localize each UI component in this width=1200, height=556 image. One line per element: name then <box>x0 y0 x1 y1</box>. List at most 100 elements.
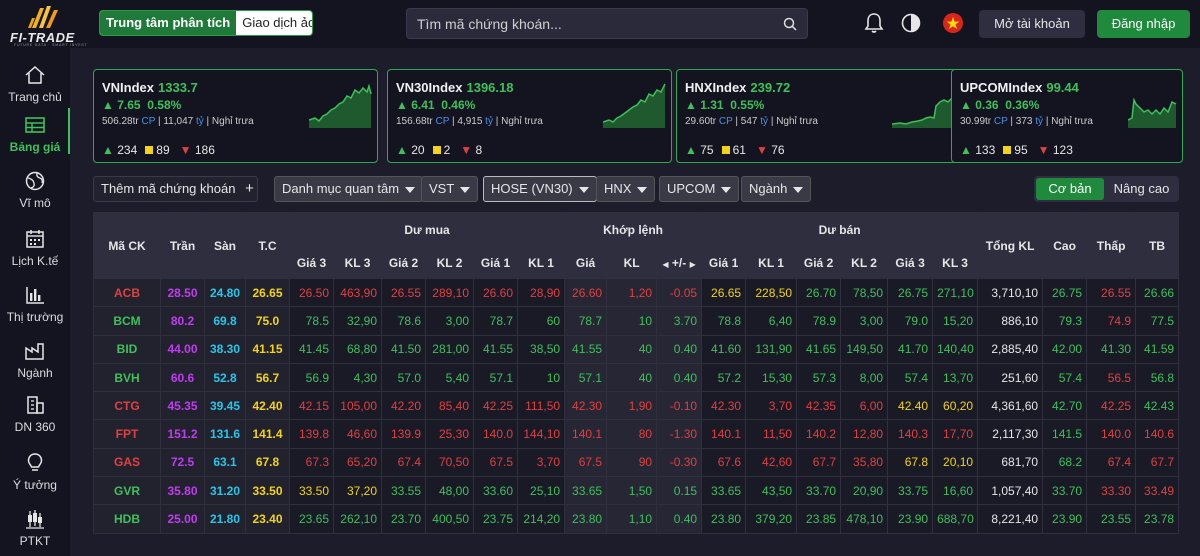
sidebar-item-industry[interactable]: Ngành <box>0 336 70 386</box>
ask-vol1-cell: 11,50 <box>745 419 798 449</box>
table-row[interactable]: GAS 72.5 63.1 67.8 67.3 65,20 67.4 70,50 67.5 3,7… <box>93 447 1180 478</box>
table-row[interactable]: FPT 151.2 131.6 141.4 139.8 46,60 139.9 25,30 14… <box>93 419 1180 449</box>
sector-dropdown[interactable]: Ngành <box>741 176 812 202</box>
col-header-bid-vol3[interactable]: KL 3 <box>333 246 382 279</box>
ask-vol1-cell: 6,40 <box>745 306 798 336</box>
symbol-cell[interactable]: HDB <box>93 504 161 534</box>
search-input[interactable] <box>417 14 767 34</box>
col-header-symbol[interactable]: Mã CK <box>93 212 161 279</box>
search-icon[interactable] <box>783 17 797 31</box>
caret-left-icon[interactable]: ◀ <box>662 259 669 269</box>
col-header-ask-price1[interactable]: Giá 1 <box>701 246 747 279</box>
index-name: VNIndex <box>102 80 155 95</box>
add-symbol-button[interactable]: Thêm mã chứng khoán + <box>93 176 258 202</box>
col-header-match-price[interactable]: Giá <box>564 246 608 279</box>
table-row[interactable]: BCM 80.2 69.8 75.0 78.5 32,90 78.6 3,00 78.7 60 78… <box>93 306 1180 336</box>
symbol-cell[interactable]: BID <box>93 334 161 364</box>
symbol-cell[interactable]: BCM <box>93 306 161 336</box>
index-card-vn30[interactable]: VN30Index 1396.18 ▲ 6.41 0.46% 156.68tr C… <box>387 69 672 163</box>
ask-price2-cell: 41.65 <box>796 334 842 364</box>
sidebar-item-home[interactable]: Trang chủ <box>0 60 70 110</box>
col-header-bid-vol1[interactable]: KL 1 <box>516 246 566 279</box>
bid-price3-cell: 41.45 <box>289 334 334 364</box>
globe-icon <box>25 171 45 191</box>
bell-icon[interactable] <box>863 12 885 34</box>
col-header-bid-vol2[interactable]: KL 2 <box>425 246 474 279</box>
sidebar-item-macro[interactable]: Vĩ mô <box>0 166 70 216</box>
table-row[interactable]: CTG 45.35 39.45 42.40 42.15 105,00 42.20 85,40 4… <box>93 391 1180 421</box>
symbol-cell[interactable]: GAS <box>93 447 161 478</box>
symbol-cell[interactable]: GVR <box>93 476 161 506</box>
ask-vol3-cell: 13,70 <box>932 362 979 393</box>
ask-vol3-cell: 16,60 <box>932 476 979 506</box>
ask-price1-cell: 67.6 <box>701 447 747 478</box>
index-card-hnx[interactable]: HNXIndex 239.72 ▲ 1.31 0.55% 29.60tr CP |… <box>676 69 961 163</box>
col-header-ceiling[interactable]: Trần <box>160 212 205 279</box>
theme-toggle-icon[interactable] <box>900 12 922 34</box>
watchlist-dropdown[interactable]: Danh mục quan tâm <box>274 176 424 202</box>
sidebar-item-dn360[interactable]: DN 360 <box>0 390 70 440</box>
col-header-bid-price3[interactable]: Giá 3 <box>289 246 334 279</box>
col-header-bid-price1[interactable]: Giá 1 <box>473 246 518 279</box>
col-header-total-volume[interactable]: Tổng KL <box>977 212 1044 279</box>
col-header-ask-vol1[interactable]: KL 1 <box>745 246 798 279</box>
ceiling-price-cell: 72.5 <box>160 447 205 478</box>
ask-price2-cell: 57.3 <box>796 362 842 393</box>
col-header-floor[interactable]: Sàn <box>204 212 246 279</box>
average-price-cell: 67.7 <box>1135 447 1180 478</box>
col-header-match-change[interactable]: ◀ +/- ▶ <box>656 246 703 279</box>
table-row[interactable]: BID 44.00 38.30 41.15 41.45 68,80 41.50 281,00 4… <box>93 334 1180 364</box>
table-row[interactable]: ACB 28.50 24.80 26.65 26.50 463,90 26.55 289,10… <box>93 277 1180 308</box>
col-header-reference[interactable]: T.C <box>245 212 290 279</box>
hnx-dropdown[interactable]: HNX <box>596 176 656 202</box>
sidebar-item-economic-calendar[interactable]: Lịch K.tế <box>0 224 70 274</box>
ask-price2-cell: 140.2 <box>796 419 842 449</box>
col-header-low[interactable]: Thấp <box>1086 212 1137 279</box>
caret-right-icon[interactable]: ▶ <box>689 259 696 269</box>
col-header-average[interactable]: TB <box>1135 212 1180 279</box>
index-volume: 506.28tr <box>102 116 139 127</box>
table-row[interactable]: HDB 25.00 21.80 23.40 23.65 262,10 23.70 400,50… <box>93 504 1180 534</box>
ceiling-price-cell: 151.2 <box>160 419 205 449</box>
hose-dropdown[interactable]: HOSE (VN30) <box>483 176 597 202</box>
index-card-upcom[interactable]: UPCOMIndex 99.44 ▲ 0.36 0.36% 30.99tr CP … <box>951 69 1183 163</box>
col-header-ask-vol3[interactable]: KL 3 <box>932 246 979 279</box>
sidebar-item-technical-analysis[interactable]: PTKT <box>0 504 70 554</box>
symbol-cell[interactable]: BVH <box>93 362 161 393</box>
symbol-cell[interactable]: CTG <box>93 391 161 421</box>
index-sparkline <box>603 83 666 128</box>
sidebar-item-price-board[interactable]: Bảng giá <box>0 110 70 160</box>
col-header-ask-price2[interactable]: Giá 2 <box>796 246 842 279</box>
col-header-match-volume[interactable]: KL <box>606 246 658 279</box>
symbol-cell[interactable]: ACB <box>93 277 161 308</box>
col-header-ask-vol2[interactable]: KL 2 <box>840 246 889 279</box>
table-row[interactable]: GVR 35.80 31.20 33.50 33.50 37,20 33.55 48,00 33… <box>93 476 1180 506</box>
total-volume-cell: 886,10 <box>977 306 1044 336</box>
view-advanced-button[interactable]: Nâng cao <box>1113 181 1170 196</box>
sidebar-item-ideas[interactable]: Ý tưởng <box>0 448 70 498</box>
login-button[interactable]: Đăng nhập <box>1097 10 1190 38</box>
table-row[interactable]: BVH 60.6 52.8 56.7 56.9 4,30 57.0 5,40 57.1 10 57.… <box>93 362 1180 393</box>
col-header-bid-price2[interactable]: Giá 2 <box>381 246 426 279</box>
view-basic-button[interactable]: Cơ bản <box>1036 178 1104 200</box>
open-account-button[interactable]: Mở tài khoản <box>979 10 1085 38</box>
upcom-dropdown[interactable]: UPCOM <box>659 176 740 202</box>
symbol-cell[interactable]: FPT <box>93 419 161 449</box>
index-status: Nghỉ trưa <box>211 116 254 127</box>
advancers-count: 133 <box>975 143 996 157</box>
index-change-pct: 0.58% <box>147 98 182 112</box>
tab-analysis-center[interactable]: Trung tâm phân tích <box>100 11 237 35</box>
index-card-vnindex[interactable]: VNIndex 1333.7 ▲ 7.65 0.58% 506.28tr CP |… <box>93 69 378 163</box>
vst-dropdown[interactable]: VST <box>421 176 479 202</box>
average-price-cell: 77.5 <box>1135 306 1180 336</box>
tab-paper-trading[interactable]: Giao dịch ảo <box>242 15 313 30</box>
bid-price1-cell: 140.0 <box>473 419 518 449</box>
reference-price-cell: 41.15 <box>245 334 290 364</box>
sidebar-item-market[interactable]: Thị trường <box>0 280 70 330</box>
fi-trade-logo[interactable]: FI-TRADE FUTURE DATA · SMART INVEST <box>6 2 87 47</box>
ask-vol1-cell: 379,20 <box>745 504 798 534</box>
col-header-ask-price3[interactable]: Giá 3 <box>887 246 934 279</box>
col-header-high[interactable]: Cao <box>1042 212 1088 279</box>
vietnam-flag-icon[interactable] <box>942 12 964 34</box>
bid-price2-cell: 41.50 <box>381 334 426 364</box>
